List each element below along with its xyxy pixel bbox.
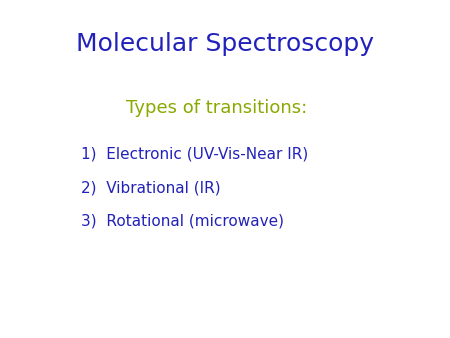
- Text: Types of transitions:: Types of transitions:: [126, 99, 307, 117]
- Text: 3)  Rotational (microwave): 3) Rotational (microwave): [81, 214, 284, 229]
- Text: 1)  Electronic (UV-Vis-Near IR): 1) Electronic (UV-Vis-Near IR): [81, 146, 308, 161]
- Text: Molecular Spectroscopy: Molecular Spectroscopy: [76, 32, 374, 56]
- Text: 2)  Vibrational (IR): 2) Vibrational (IR): [81, 180, 220, 195]
